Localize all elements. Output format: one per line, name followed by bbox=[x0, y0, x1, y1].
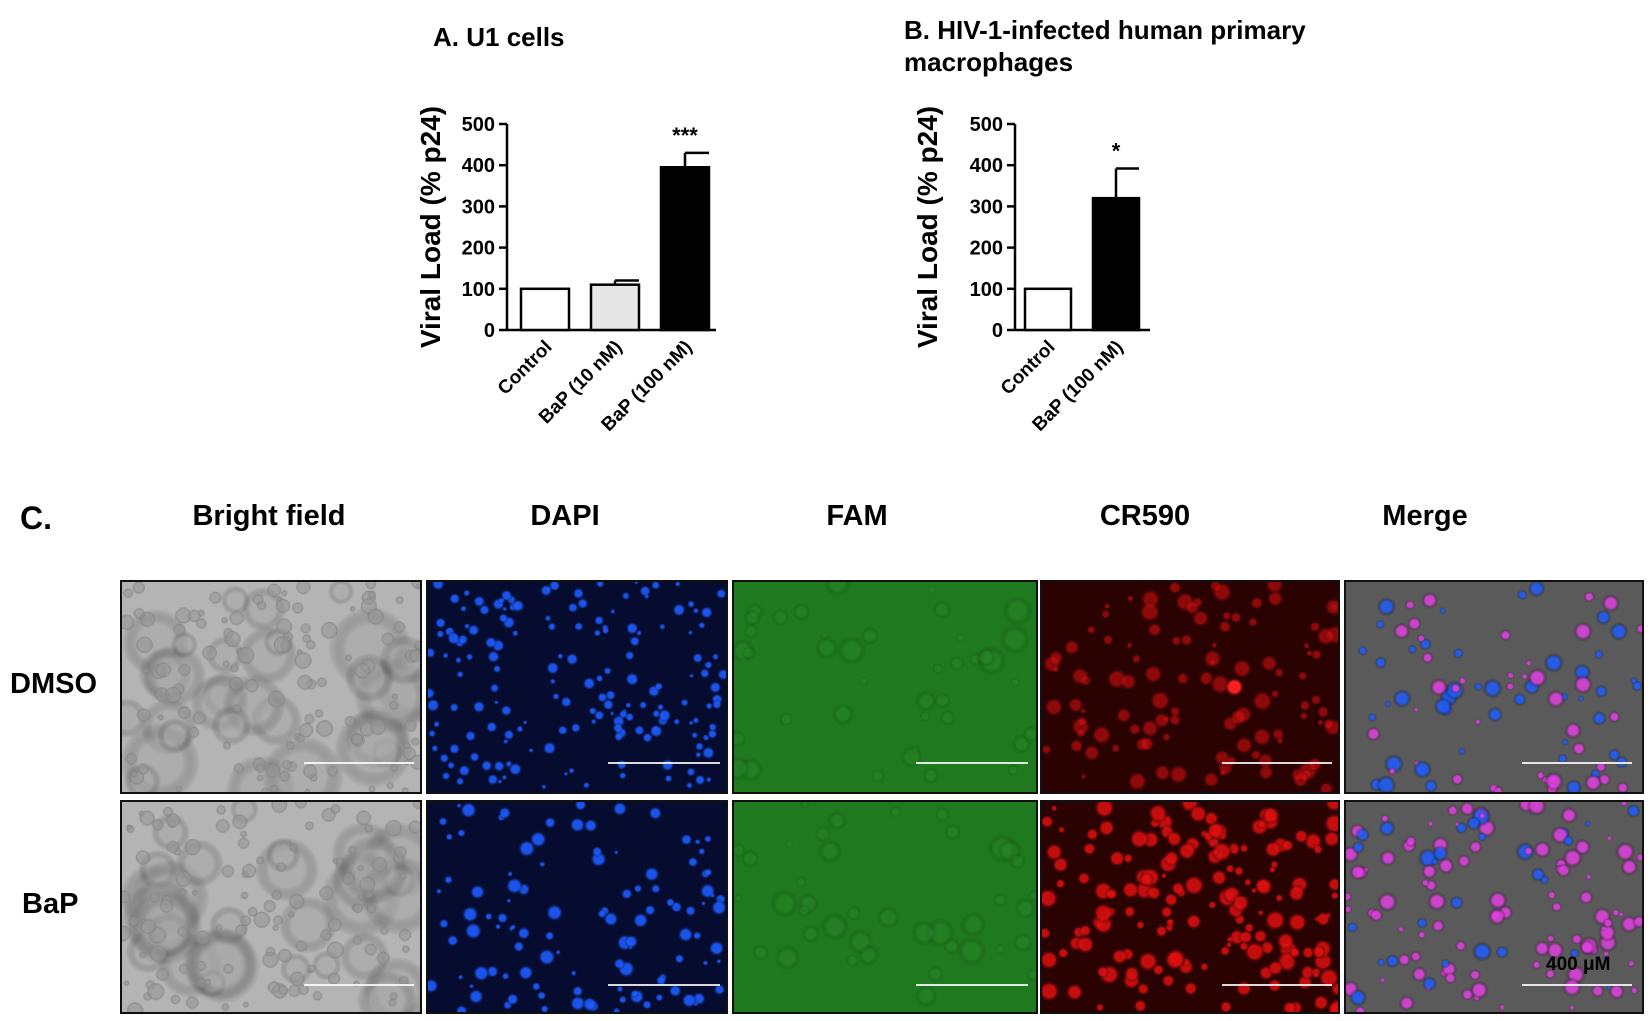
y-axis-label: Viral Load (% p24) bbox=[912, 106, 943, 348]
image-bap-merge: 400 μM bbox=[1344, 800, 1644, 1014]
chart-a: 0 100 200 300 400 500 Viral Load (% p24) Contro… bbox=[415, 106, 716, 436]
panel-b-title-text: HIV-1-infected human primary macrophages bbox=[904, 15, 1306, 77]
significance-label: *** bbox=[672, 123, 698, 148]
significance-label: * bbox=[1112, 138, 1121, 163]
scale-bar bbox=[608, 762, 720, 764]
bar bbox=[1023, 287, 1073, 332]
bar bbox=[659, 166, 711, 332]
panel-b-title: B. HIV-1-infected human primary macropha… bbox=[904, 14, 1324, 78]
scale-bar bbox=[1222, 984, 1332, 986]
x-tick-label: Control bbox=[997, 337, 1060, 400]
y-tick-label: 100 bbox=[970, 279, 1003, 301]
scale-bar bbox=[916, 984, 1028, 986]
y-tick-label: 500 bbox=[970, 114, 1003, 136]
image-dmso-merge bbox=[1344, 580, 1644, 794]
panel-b-letter: B. bbox=[904, 15, 930, 45]
y-tick-label: 200 bbox=[462, 238, 495, 260]
bar bbox=[589, 283, 641, 332]
scale-label: 400 μM bbox=[1546, 954, 1611, 975]
panel-a-title-text: U1 cells bbox=[466, 22, 565, 52]
bar bbox=[519, 287, 571, 332]
row-header-dmso: DMSO bbox=[10, 668, 97, 700]
scale-bar bbox=[1222, 762, 1332, 764]
scale-bar bbox=[1522, 984, 1632, 986]
scale-bar bbox=[304, 762, 414, 764]
column-header-merge: Merge bbox=[1382, 500, 1468, 532]
y-tick-label: 400 bbox=[970, 155, 1003, 177]
column-header-cr590: CR590 bbox=[1099, 500, 1191, 532]
panel-a-title: A. U1 cells bbox=[433, 22, 565, 53]
y-tick-label: 0 bbox=[992, 320, 1003, 342]
y-tick-label: 100 bbox=[462, 279, 495, 301]
column-header-bright-field: Bright field bbox=[192, 500, 346, 532]
column-header-dapi: DAPI bbox=[530, 500, 600, 532]
bar-charts: 0 100 200 300 400 500 Viral Load (% p24) Contro… bbox=[415, 106, 1150, 436]
scale-bar bbox=[1522, 762, 1632, 764]
scale-bar bbox=[304, 984, 414, 986]
y-tick-label: 200 bbox=[970, 238, 1003, 260]
image-dmso-bright-field bbox=[120, 580, 422, 794]
y-axis-label: Viral Load (% p24) bbox=[415, 106, 446, 348]
image-bap-cr590 bbox=[1040, 800, 1340, 1014]
panel-a-letter: A. bbox=[433, 22, 459, 52]
scale-bar bbox=[916, 762, 1028, 764]
panel-c-label: C. bbox=[20, 500, 52, 536]
chart-b: 0 100 200 300 400 500 Viral Load (% p24) Contro… bbox=[912, 106, 1150, 436]
bar bbox=[1091, 196, 1141, 332]
y-tick-label: 300 bbox=[970, 196, 1003, 218]
image-dmso-dapi bbox=[426, 580, 728, 794]
y-tick-label: 300 bbox=[462, 196, 495, 218]
column-header-fam: FAM bbox=[826, 500, 888, 532]
image-bap-bright-field bbox=[120, 800, 422, 1014]
y-tick-label: 500 bbox=[462, 114, 495, 136]
y-tick-label: 400 bbox=[462, 155, 495, 177]
x-tick-label: Control bbox=[494, 337, 557, 400]
image-bap-dapi bbox=[426, 800, 728, 1014]
y-tick-label: 0 bbox=[484, 320, 495, 342]
scale-bar bbox=[608, 984, 720, 986]
image-bap-fam bbox=[732, 800, 1038, 1014]
image-dmso-fam bbox=[732, 580, 1038, 794]
row-header-bap: BaP bbox=[22, 888, 79, 920]
image-dmso-cr590 bbox=[1040, 580, 1340, 794]
